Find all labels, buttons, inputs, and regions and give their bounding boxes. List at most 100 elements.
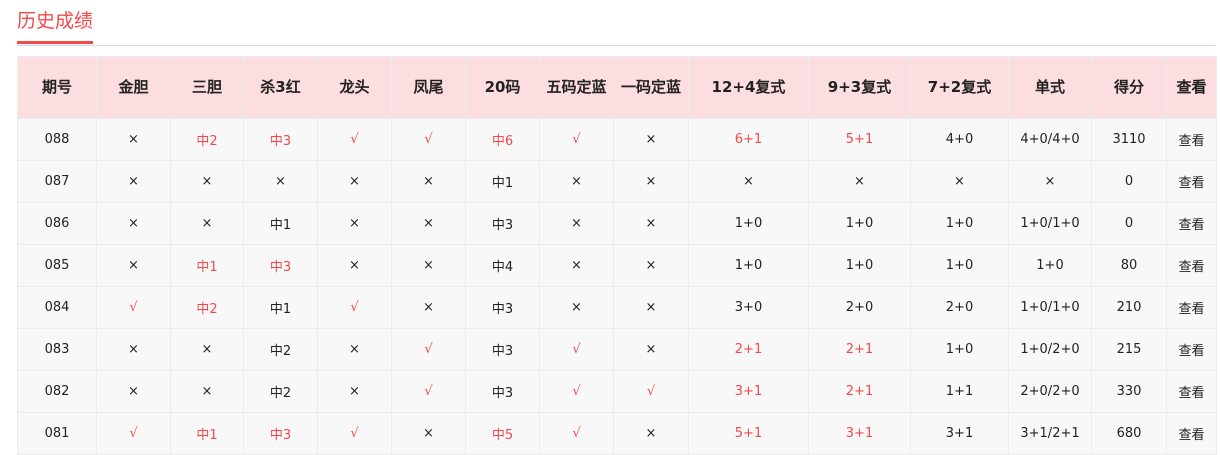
table-cell: 1+0: [808, 244, 911, 287]
table-cell: 1+0: [910, 202, 1009, 245]
table-cell: 087: [17, 160, 97, 203]
table-cell: ×: [391, 286, 466, 329]
table-cell: √: [539, 412, 614, 455]
table-cell: ×: [317, 328, 392, 371]
view-link[interactable]: 查看: [1166, 160, 1217, 203]
table-cell: 1+0: [688, 244, 809, 287]
table-cell: ×: [613, 412, 689, 455]
table-cell: ×: [391, 202, 466, 245]
history-results-table: 期号 金胆 三胆 杀3红 龙头 凤尾 20码 五码定蓝 一码定蓝 12+4复式 9+3复式 7+2复式…: [17, 56, 1217, 455]
table-cell: 5+1: [808, 118, 911, 161]
table-cell: ×: [170, 202, 244, 245]
table-cell: √: [539, 118, 614, 161]
table-cell: 084: [17, 286, 97, 329]
table-cell: ×: [539, 202, 614, 245]
table-cell: 中1: [170, 244, 244, 287]
table-cell: 中3: [243, 412, 318, 455]
table-cell: ×: [96, 118, 171, 161]
table-cell: 1+0/2+0: [1008, 328, 1092, 371]
table-row: 082 × × 中2 × √ 中3 √ √ 3+1 2+1 1+1 2+0/2+0 330 查看: [17, 370, 1217, 413]
column-header: 一码定蓝: [613, 56, 689, 119]
table-cell: 中2: [170, 286, 244, 329]
table-cell: ×: [539, 286, 614, 329]
table-row: 086 × × 中1 × × 中3 × × 1+0 1+0 1+0 1+0/1+0 0 查看: [17, 202, 1217, 245]
column-header: 凤尾: [391, 56, 466, 119]
table-cell: 2+0/2+0: [1008, 370, 1092, 413]
table-cell: 中2: [170, 118, 244, 161]
table-row: 085 × 中1 中3 × × 中4 × × 1+0 1+0 1+0 1+0 80 查看: [17, 244, 1217, 287]
table-cell: 2+1: [808, 328, 911, 371]
table-cell: 1+0: [910, 244, 1009, 287]
table-cell: 2+1: [688, 328, 809, 371]
column-header: 得分: [1091, 56, 1167, 119]
table-header-row: 期号 金胆 三胆 杀3红 龙头 凤尾 20码 五码定蓝 一码定蓝 12+4复式 9+3复式 7+2复式…: [17, 56, 1217, 119]
table-cell: √: [391, 118, 466, 161]
column-header: 9+3复式: [808, 56, 911, 119]
table-cell: 085: [17, 244, 97, 287]
view-link[interactable]: 查看: [1166, 118, 1217, 161]
table-cell: ×: [96, 328, 171, 371]
column-header: 龙头: [317, 56, 392, 119]
view-link[interactable]: 查看: [1166, 244, 1217, 287]
table-cell: ×: [1008, 160, 1092, 203]
table-cell: 中3: [465, 286, 540, 329]
table-row: 084 √ 中2 中1 √ × 中3 × × 3+0 2+0 2+0 1+0/1+0 210 查看: [17, 286, 1217, 329]
table-cell: 中5: [465, 412, 540, 455]
view-link[interactable]: 查看: [1166, 370, 1217, 413]
table-cell: 中3: [243, 244, 318, 287]
column-header: 查看: [1166, 56, 1217, 119]
table-cell: ×: [391, 412, 466, 455]
table-cell: 中3: [465, 370, 540, 413]
table-row: 088 × 中2 中3 √ √ 中6 √ × 6+1 5+1 4+0 4+0/4+0 3110 查看: [17, 118, 1217, 161]
table-cell: 1+0: [808, 202, 911, 245]
table-cell: √: [96, 286, 171, 329]
table-cell: 1+0/1+0: [1008, 202, 1092, 245]
column-header: 单式: [1008, 56, 1092, 119]
table-cell: ×: [613, 328, 689, 371]
table-cell: 中3: [465, 328, 540, 371]
table-cell: ×: [688, 160, 809, 203]
table-cell: √: [613, 370, 689, 413]
table-cell: 中3: [465, 202, 540, 245]
table-cell: ×: [170, 370, 244, 413]
table-cell: 0: [1091, 160, 1167, 203]
table-cell: √: [317, 412, 392, 455]
table-cell: ×: [317, 370, 392, 413]
table-cell: √: [539, 328, 614, 371]
table-cell: 中1: [465, 160, 540, 203]
table-cell: ×: [613, 160, 689, 203]
table-cell: 5+1: [688, 412, 809, 455]
table-cell: 80: [1091, 244, 1167, 287]
table-cell: 3+1/2+1: [1008, 412, 1092, 455]
table-cell: 3+1: [688, 370, 809, 413]
view-link[interactable]: 查看: [1166, 202, 1217, 245]
section-header: 历史成绩: [17, 0, 1216, 46]
table-cell: 中3: [243, 118, 318, 161]
table-cell: 1+1: [910, 370, 1009, 413]
column-header: 12+4复式: [688, 56, 809, 119]
table-cell: 1+0: [910, 328, 1009, 371]
table-cell: 330: [1091, 370, 1167, 413]
table-cell: 081: [17, 412, 97, 455]
table-cell: ×: [808, 160, 911, 203]
table-cell: ×: [243, 160, 318, 203]
view-link[interactable]: 查看: [1166, 328, 1217, 371]
column-header: 五码定蓝: [539, 56, 614, 119]
table-cell: ×: [539, 160, 614, 203]
table-cell: 中1: [243, 202, 318, 245]
column-header: 20码: [465, 56, 540, 119]
page-title: 历史成绩: [17, 9, 94, 44]
view-link[interactable]: 查看: [1166, 412, 1217, 455]
table-cell: 3+1: [808, 412, 911, 455]
table-cell: 3+1: [910, 412, 1009, 455]
table-cell: 中6: [465, 118, 540, 161]
table-cell: ×: [391, 160, 466, 203]
table-cell: ×: [317, 160, 392, 203]
table-cell: ×: [613, 202, 689, 245]
table-cell: 2+0: [910, 286, 1009, 329]
table-cell: 082: [17, 370, 97, 413]
table-cell: 086: [17, 202, 97, 245]
view-link[interactable]: 查看: [1166, 286, 1217, 329]
table-cell: 088: [17, 118, 97, 161]
table-cell: ×: [96, 370, 171, 413]
